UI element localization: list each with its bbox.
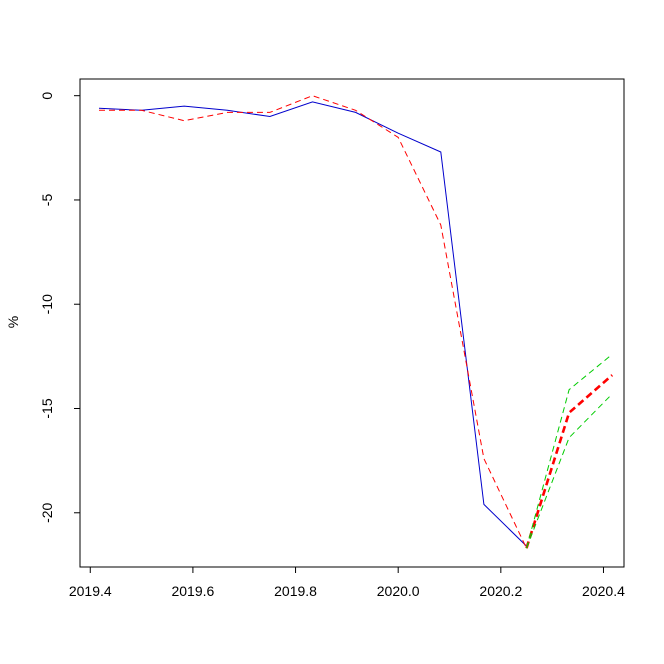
x-tick-label: 2019.8 [274, 583, 317, 599]
series-line-2 [99, 95, 527, 549]
x-tick-label: 2020.0 [377, 583, 420, 599]
series-line-3 [525, 374, 614, 549]
y-axis: 0 -5 -10 -15 -20 [39, 92, 80, 523]
y-tick-label: -10 [39, 294, 55, 314]
y-tick-label: 0 [39, 92, 55, 100]
y-tick-label: -20 [39, 502, 55, 522]
series-line-5 [526, 393, 613, 549]
series-line-1 [98, 101, 527, 547]
x-axis: 2019.4 2019.6 2019.8 2020.0 2020.2 2020.4 [69, 567, 625, 599]
y-tick-label: -5 [39, 194, 55, 207]
plot-frame [79, 78, 625, 568]
x-tick-label: 2019.4 [69, 583, 112, 599]
x-tick-label: 2019.6 [171, 583, 214, 599]
x-tick-label: 2020.4 [582, 583, 625, 599]
series-line-4 [526, 353, 613, 549]
x-tick-label: 2020.2 [479, 583, 522, 599]
series-group [98, 95, 614, 549]
y-tick-label: -15 [39, 398, 55, 418]
y-axis-title: % [5, 316, 21, 328]
